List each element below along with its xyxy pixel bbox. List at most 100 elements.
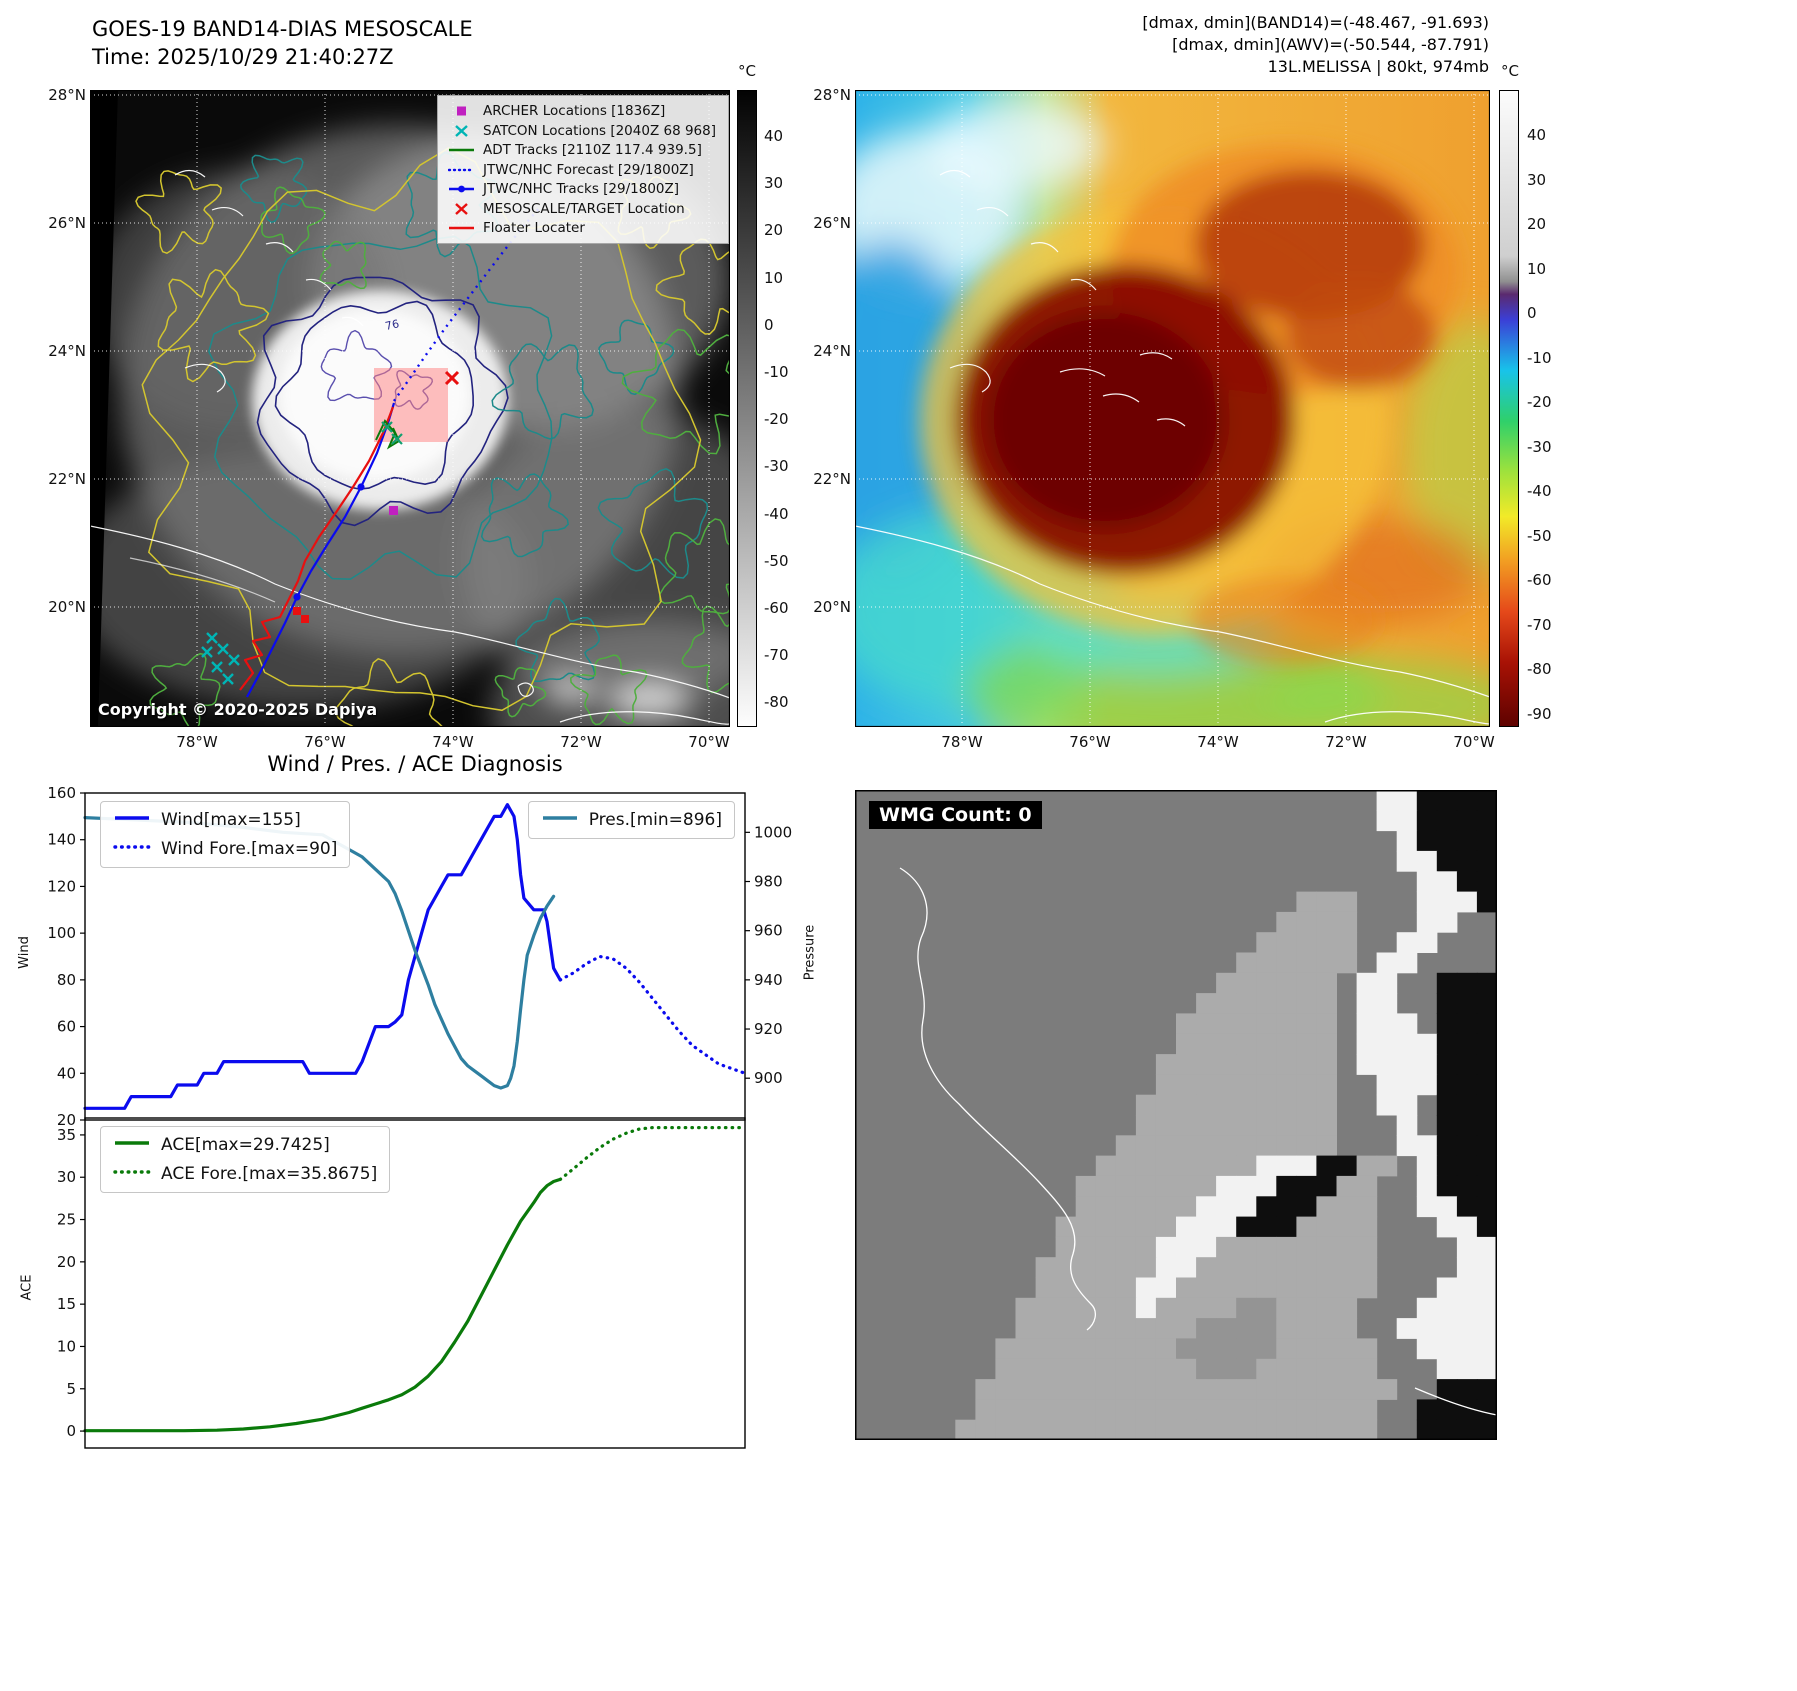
wmg-cell <box>1316 1297 1337 1319</box>
wmg-cell <box>1075 1379 1097 1400</box>
wmg-cell <box>1456 1115 1478 1136</box>
band14-lat-label: 24°N <box>48 342 86 360</box>
wmg-cell <box>1436 871 1458 893</box>
wmg-cell <box>1236 1419 1257 1440</box>
wmg-cell <box>1135 1379 1157 1400</box>
legend-item: ARCHER Locations [1836Z] <box>448 103 718 119</box>
wmg-cell <box>1456 1196 1478 1218</box>
wmg-cell <box>1476 1338 1497 1360</box>
legend-item: ACE Fore.[max=35.8675] <box>113 1164 377 1184</box>
contour-line <box>598 319 675 396</box>
wmg-cell <box>1155 1236 1177 1258</box>
awv-cbar-tick: -50 <box>1527 526 1552 545</box>
wmg-cell <box>1456 1054 1478 1075</box>
wmg-cell <box>1115 1399 1137 1421</box>
wmg-cell <box>1276 1318 1297 1339</box>
fix-markers <box>201 370 460 685</box>
map-frame <box>90 90 730 727</box>
wmg-cell <box>1155 1277 1177 1299</box>
wmg-cell <box>1356 1196 1378 1218</box>
wmg-cell <box>1296 1196 1317 1218</box>
wmg-cell <box>1276 1297 1297 1319</box>
wmg-cell <box>1456 1094 1478 1116</box>
wmg-cell <box>1095 1419 1117 1440</box>
wmg-cell <box>1396 1115 1418 1136</box>
wmg-cell <box>1135 1338 1157 1360</box>
wmg-cell <box>1376 1155 1398 1177</box>
wmg-cell <box>1476 1419 1497 1440</box>
wmg-cell <box>1196 1297 1217 1319</box>
track-point <box>357 483 365 491</box>
awv-cbar-tick: 20 <box>1527 215 1547 233</box>
satcon-x <box>228 654 240 666</box>
wmg-cell <box>1396 952 1418 974</box>
band14-cbar-tick: -30 <box>764 457 789 476</box>
pressure-axis-label: Pressure <box>802 924 818 981</box>
wmg-cell <box>1155 1054 1177 1075</box>
wmg-cell <box>1276 1135 1297 1157</box>
wmg-cell <box>1456 1318 1478 1339</box>
awv-lon-label: 74°W <box>1197 733 1239 751</box>
awv-lon-label: 76°W <box>1069 733 1111 751</box>
wmg-cell <box>1256 1236 1277 1258</box>
wmg-cell <box>1055 1277 1077 1299</box>
legend-label: Floater Locater <box>483 220 585 236</box>
legend-label: ADT Tracks [2110Z 117.4 939.5] <box>483 142 702 158</box>
wmg-cell <box>1176 1115 1197 1136</box>
wmg-cell <box>1296 1358 1317 1380</box>
legend-marker-line <box>449 226 474 230</box>
wmg-cell <box>1236 952 1257 974</box>
wmg-cell <box>1196 1196 1217 1218</box>
wmg-cell <box>1436 972 1458 994</box>
wmg-cell <box>1276 1419 1297 1440</box>
wmg-cell <box>1336 891 1358 913</box>
wmg-cell <box>1456 1297 1478 1319</box>
wmg-cell <box>1115 1277 1137 1299</box>
y-tick-label: 60 <box>57 1018 76 1036</box>
wmg-cell <box>1476 891 1497 913</box>
wmg-cell <box>1416 850 1438 872</box>
y-tick-label: 15 <box>57 1295 76 1313</box>
wmg-cell <box>1256 1115 1277 1136</box>
satcon-x <box>222 673 234 685</box>
wmg-cell <box>1236 1216 1257 1238</box>
wmg-cell <box>1176 1054 1197 1075</box>
wmg-cell <box>1035 1338 1057 1360</box>
legend-item: JTWC/NHC Tracks [29/1800Z] <box>448 181 718 197</box>
wmg-cell <box>1296 972 1317 994</box>
band14-colorbar-unit: °C <box>738 62 756 80</box>
satcon-x <box>211 661 223 673</box>
y-tick-label: 25 <box>57 1211 76 1229</box>
legend-label: MESOSCALE/TARGET Location <box>483 200 685 217</box>
wmg-cell <box>1216 1379 1237 1400</box>
wmg-cell <box>1436 1216 1458 1238</box>
wmg-cell <box>1095 1358 1117 1380</box>
contour-line <box>135 170 223 255</box>
wmg-cell <box>1276 1175 1297 1197</box>
fix-square <box>293 607 301 615</box>
wmg-cell <box>1436 1379 1458 1400</box>
wmg-cell <box>1216 1297 1237 1319</box>
wmg-cell <box>1256 1297 1277 1319</box>
wmg-cell <box>1115 1419 1137 1440</box>
wmg-cell <box>1135 1175 1157 1197</box>
wmg-cell <box>1135 1115 1157 1136</box>
wmg-cell <box>1436 1135 1458 1157</box>
wmg-cell <box>1115 1155 1137 1177</box>
wmg-cell <box>1155 1155 1177 1177</box>
wmg-cell <box>1416 790 1438 811</box>
band14-lon-label: 78°W <box>176 733 218 751</box>
wmg-cell <box>1296 1257 1317 1278</box>
y-tick-label: 140 <box>47 831 76 849</box>
wmg-cell <box>1176 1013 1197 1035</box>
legend-marker-square <box>457 106 466 116</box>
legend-item: Wind[max=155] <box>113 810 337 830</box>
wmg-cell <box>975 1399 996 1421</box>
wmg-cell <box>1236 1196 1257 1218</box>
wmg-cell <box>1416 1135 1438 1157</box>
wmg-cell <box>1256 932 1277 953</box>
wmg-cell <box>1356 1033 1378 1055</box>
wmg-cell <box>1476 1155 1497 1177</box>
awv-lat-label: 20°N <box>813 598 851 616</box>
wmg-cell <box>1356 1054 1378 1075</box>
